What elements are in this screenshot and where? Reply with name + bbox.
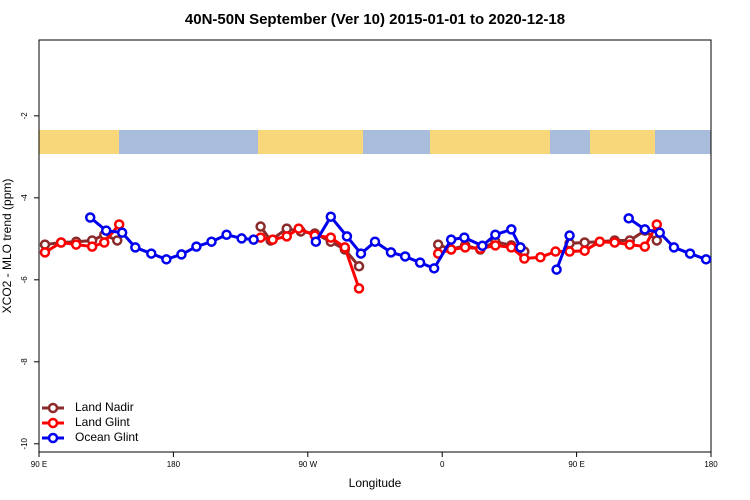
data-point [86,241,98,252]
y-tick-label: -8 [20,358,29,366]
data-point [459,242,471,253]
data-point [639,241,651,252]
data-point [221,229,232,240]
chart-title: 40N-50N September (Ver 10) 2015-01-01 to… [185,11,565,28]
legend-marker [47,417,59,429]
legend-marker [47,402,59,414]
data-point [579,245,590,256]
data-point [651,219,663,230]
data-point [339,242,351,253]
data-point [369,236,381,247]
data-point [624,239,636,250]
data-point [355,248,367,259]
data-point [325,211,337,222]
data-point [550,246,561,257]
data-point [116,227,128,238]
data-point [684,248,696,259]
data-point [519,253,530,264]
data-point [639,224,651,235]
data-point [130,242,141,253]
data-point [236,233,247,244]
data-point [535,252,546,263]
data-point [267,234,278,245]
data-point [100,225,112,236]
x-tick-label: 90 W [298,460,317,469]
data-point [70,239,82,250]
data-point [325,232,337,243]
data-point [477,240,488,252]
x-tick-label: 0 [440,460,445,469]
data-point [113,219,125,230]
data-point [255,221,266,232]
y-tick-label: -10 [20,437,29,449]
data-point [281,231,292,242]
data-point [55,237,67,248]
data-point [564,230,575,241]
y-tick-label: -4 [20,194,29,202]
data-point [506,242,517,253]
y-tick-label: -2 [20,112,29,120]
x-tick-label: 180 [704,460,718,469]
y-tick-label: -6 [20,276,29,284]
data-point [506,224,517,235]
legend-label: Ocean Glint [75,430,139,444]
data-point [161,254,172,265]
data-point [248,234,259,245]
x-tick-label: 180 [167,460,181,469]
data-point [551,264,562,275]
data-point [399,251,411,262]
data-point [432,239,444,250]
data-point [310,236,322,247]
data-point [39,247,51,258]
x-axis-label: Longitude [349,476,402,490]
y-axis-label: XCO2 - MLO trend (ppm) [0,179,14,314]
data-point [99,237,110,248]
data-point [176,249,187,260]
legend-label: Land Nadir [75,400,134,414]
data-point [353,261,365,272]
data-point [700,254,712,265]
data-point [609,237,620,248]
data-point [459,232,470,243]
data-point [445,244,457,255]
data-point [490,240,501,251]
data-point [353,283,365,294]
data-point [623,213,634,224]
data-point [293,223,304,234]
data-point [445,234,457,245]
data-point [414,257,426,268]
legend-label: Land Glint [75,415,130,429]
data-point [385,247,397,258]
legend-marker [47,432,59,444]
data-point [668,242,680,253]
data-point [112,235,123,246]
data-point [146,248,157,259]
data-point [206,236,217,247]
x-tick-label: 90 E [31,460,47,469]
data-point [564,246,575,257]
map-band [39,130,711,154]
data-point [428,263,440,274]
data-point [490,229,501,240]
data-point [654,227,666,238]
x-tick-label: 90 E [568,460,584,469]
data-point [191,241,202,252]
data-point [579,237,590,248]
data-point [341,231,353,242]
data-point [594,236,605,247]
plot-frame [38,39,712,453]
data-point [515,242,526,253]
data-point [84,212,96,223]
